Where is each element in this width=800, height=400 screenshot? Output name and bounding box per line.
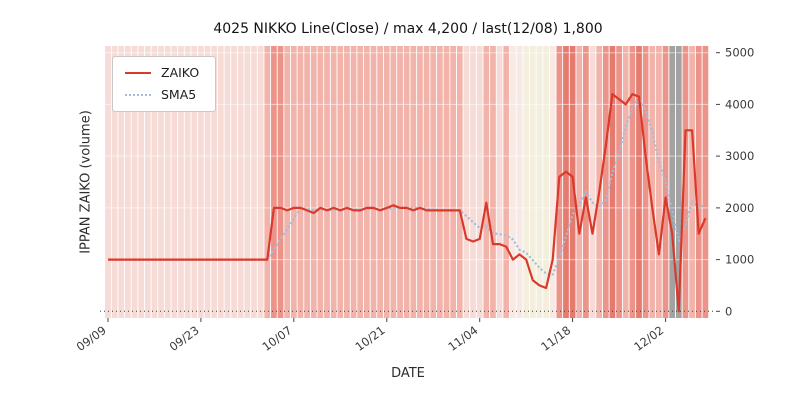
svg-text:12/02: 12/02 — [631, 323, 666, 354]
legend: ZAIKO SMA5 — [112, 56, 217, 112]
svg-text:09/09: 09/09 — [74, 323, 109, 354]
svg-text:10/21: 10/21 — [353, 323, 388, 354]
svg-text:10/07: 10/07 — [260, 323, 295, 354]
svg-text:1000: 1000 — [725, 253, 754, 267]
chart-title: 4025 NIKKO Line(Close) / max 4,200 / las… — [213, 21, 603, 37]
svg-text:11/18: 11/18 — [538, 323, 573, 354]
svg-text:4000: 4000 — [725, 97, 754, 111]
svg-text:5000: 5000 — [725, 46, 754, 60]
svg-text:0: 0 — [725, 304, 732, 318]
legend-label-sma5: SMA5 — [161, 86, 197, 102]
sma5-line-sample-icon — [125, 93, 151, 96]
y-axis-label: IPPAN ZAIKO (volume) — [78, 110, 94, 254]
svg-text:11/04: 11/04 — [445, 323, 480, 354]
legend-item-sma5: SMA5 — [125, 86, 199, 102]
svg-text:3000: 3000 — [725, 149, 754, 163]
legend-item-zaiko: ZAIKO — [125, 65, 200, 80]
x-axis-label: DATE — [391, 366, 425, 381]
svg-text:09/23: 09/23 — [167, 323, 202, 354]
legend-label-zaiko: ZAIKO — [161, 65, 200, 80]
zaiko-line-sample-icon — [125, 72, 151, 75]
svg-text:2000: 2000 — [725, 201, 754, 215]
